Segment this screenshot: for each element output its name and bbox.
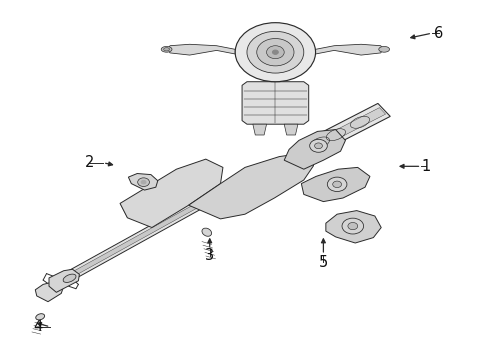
Polygon shape (284, 124, 298, 135)
Polygon shape (284, 130, 345, 169)
Polygon shape (253, 124, 267, 135)
Polygon shape (128, 174, 158, 190)
Ellipse shape (36, 314, 45, 320)
Polygon shape (303, 108, 386, 153)
Circle shape (272, 50, 278, 54)
Text: 6: 6 (434, 26, 443, 41)
Circle shape (333, 181, 342, 188)
Polygon shape (35, 282, 64, 302)
Polygon shape (326, 211, 381, 243)
Circle shape (348, 222, 358, 230)
Text: 2: 2 (84, 155, 94, 170)
Ellipse shape (202, 228, 212, 236)
Text: 1: 1 (422, 159, 431, 174)
Polygon shape (66, 201, 205, 279)
Ellipse shape (161, 46, 172, 52)
Circle shape (141, 180, 146, 184)
Circle shape (267, 46, 284, 59)
Polygon shape (168, 44, 235, 55)
Text: 3: 3 (205, 248, 214, 263)
Text: 5: 5 (319, 255, 328, 270)
Polygon shape (62, 197, 209, 282)
Circle shape (310, 139, 327, 152)
Ellipse shape (63, 274, 76, 283)
Polygon shape (242, 82, 309, 124)
Polygon shape (189, 153, 314, 219)
Polygon shape (120, 159, 223, 228)
Ellipse shape (379, 46, 390, 52)
Circle shape (342, 218, 364, 234)
Circle shape (327, 177, 347, 192)
Text: 4: 4 (34, 319, 43, 334)
Circle shape (257, 39, 294, 66)
Polygon shape (301, 167, 370, 202)
Polygon shape (316, 44, 383, 55)
Circle shape (138, 178, 149, 186)
Ellipse shape (164, 48, 170, 51)
Circle shape (315, 143, 322, 149)
Polygon shape (297, 103, 390, 158)
Circle shape (247, 31, 304, 73)
Circle shape (235, 23, 316, 82)
Polygon shape (49, 269, 79, 292)
